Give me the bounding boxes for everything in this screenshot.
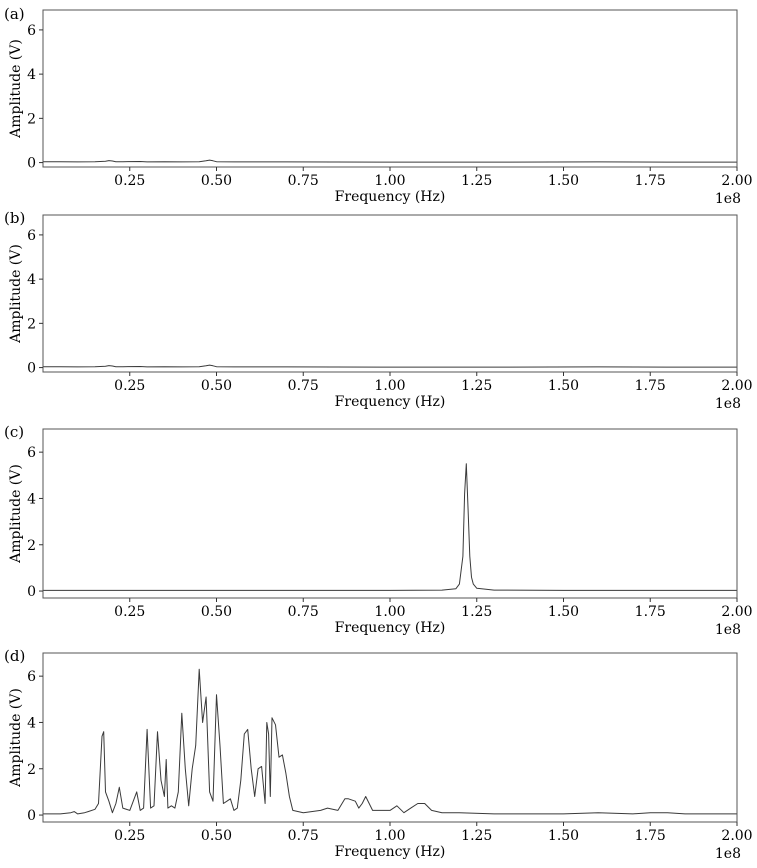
x-tick-label: 1.25 — [461, 378, 492, 394]
x-tick-label: 2.00 — [721, 828, 752, 844]
x-tick-label: 0.25 — [114, 604, 145, 620]
x-tick-label: 1.75 — [635, 604, 666, 620]
y-tick-label: 6 — [27, 228, 36, 244]
x-offset-label: 1e8 — [715, 191, 741, 207]
y-axis-label: Amplitude (V) — [8, 688, 24, 788]
y-tick-label: 6 — [27, 669, 36, 685]
x-tick-label: 2.00 — [721, 378, 752, 394]
x-tick-label: 1.00 — [374, 173, 405, 189]
chart-panel-c: 0.25 0.50 0.75 1.00 1.25 1.50 1.75 2.00 0 2 4 6 Freq… — [4, 423, 753, 638]
y-tick-label: 4 — [27, 67, 36, 83]
chart-panel-b: 0.25 0.50 0.75 1.00 1.25 1.50 1.75 2.00 0 2 4 6 Freq… — [4, 209, 753, 412]
x-offset-label: 1e8 — [715, 622, 741, 638]
data-line-series-0 — [43, 364, 737, 368]
plot-frame — [42, 214, 738, 373]
x-tick-label: 1.00 — [374, 604, 405, 620]
y-tick-label: 4 — [27, 715, 36, 731]
x-tick-label: 2.00 — [721, 604, 752, 620]
x-tick-label: 1.50 — [548, 378, 579, 394]
y-tick-label: 6 — [27, 23, 36, 39]
x-tick-label: 1.00 — [374, 378, 405, 394]
x-tick-label: 0.75 — [288, 604, 319, 620]
x-tick-label: 2.00 — [721, 173, 752, 189]
x-tick-label: 1.50 — [548, 828, 579, 844]
x-offset-label: 1e8 — [715, 396, 741, 412]
x-tick-label: 0.50 — [201, 173, 232, 189]
x-axis-label: Frequency (Hz) — [335, 844, 446, 860]
x-tick-label: 0.25 — [114, 173, 145, 189]
y-tick-label: 4 — [27, 272, 36, 288]
x-tick-label: 1.50 — [548, 173, 579, 189]
y-tick-label: 4 — [27, 491, 36, 507]
x-axis-label: Frequency (Hz) — [335, 189, 446, 205]
y-axis-label: Amplitude (V) — [8, 464, 24, 564]
x-tick-label: 0.75 — [288, 173, 319, 189]
y-tick-label: 2 — [27, 762, 36, 778]
panel-label: (d) — [4, 647, 25, 665]
y-tick-label: 0 — [27, 808, 36, 824]
x-tick-label: 0.75 — [288, 828, 319, 844]
x-axis-label: Frequency (Hz) — [335, 394, 446, 410]
plot-frame — [42, 9, 738, 168]
x-tick-label: 0.50 — [201, 378, 232, 394]
x-tick-label: 0.50 — [201, 604, 232, 620]
data-line-series-0 — [43, 159, 737, 163]
y-tick-label: 2 — [27, 538, 36, 554]
y-tick-label: 2 — [27, 111, 36, 127]
plot-frame — [42, 428, 738, 599]
data-line-series-0 — [43, 668, 737, 815]
chart-panel-a: 0.25 0.50 0.75 1.00 1.25 1.50 1.75 2.00 0 2 4 6 Freq… — [4, 5, 753, 207]
x-tick-label: 1.75 — [635, 378, 666, 394]
x-tick-label: 0.50 — [201, 828, 232, 844]
data-line-series-0 — [43, 463, 737, 591]
x-tick-label: 1.25 — [461, 173, 492, 189]
y-tick-label: 0 — [27, 584, 36, 600]
panel-label: (b) — [4, 209, 25, 227]
x-tick-label: 1.00 — [374, 828, 405, 844]
x-tick-label: 0.25 — [114, 828, 145, 844]
x-tick-label: 1.75 — [635, 173, 666, 189]
x-axis-label: Frequency (Hz) — [335, 620, 446, 636]
chart-panel-d: 0.25 0.50 0.75 1.00 1.25 1.50 1.75 2.00 0 2 4 6 Freq… — [4, 647, 753, 862]
y-axis-label: Amplitude (V) — [8, 244, 24, 344]
x-offset-label: 1e8 — [715, 846, 741, 862]
y-tick-label: 0 — [27, 361, 36, 377]
panel-label: (c) — [4, 423, 24, 441]
x-tick-label: 1.25 — [461, 604, 492, 620]
x-tick-label: 1.50 — [548, 604, 579, 620]
y-tick-label: 0 — [27, 156, 36, 172]
y-axis-label: Amplitude (V) — [8, 39, 24, 139]
y-tick-label: 2 — [27, 316, 36, 332]
x-tick-label: 1.25 — [461, 828, 492, 844]
y-tick-label: 6 — [27, 445, 36, 461]
x-tick-label: 0.25 — [114, 378, 145, 394]
x-tick-label: 1.75 — [635, 828, 666, 844]
panel-label: (a) — [4, 5, 25, 23]
x-tick-label: 0.75 — [288, 378, 319, 394]
